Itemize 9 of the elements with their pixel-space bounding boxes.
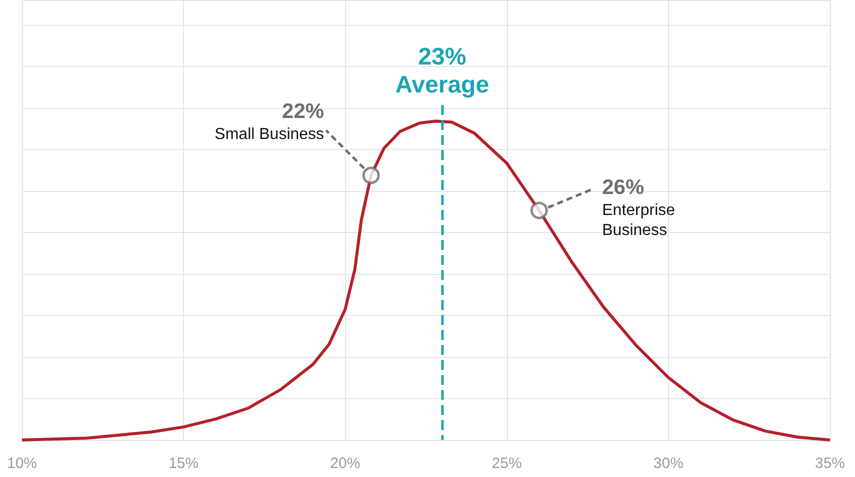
x-tick-label: 35% <box>814 455 846 472</box>
annotation: 26% Enterprise Business <box>602 176 676 239</box>
annotation: 22% Small Business <box>214 100 324 143</box>
ref-line-label: 23% Average <box>395 44 490 98</box>
x-tick-label: 15% <box>168 455 199 472</box>
x-tick-label: 30% <box>653 455 684 472</box>
x-tick-label: 20% <box>330 455 360 472</box>
x-tick-label: 10% <box>6 455 38 472</box>
x-tick-label: 25% <box>492 455 522 472</box>
